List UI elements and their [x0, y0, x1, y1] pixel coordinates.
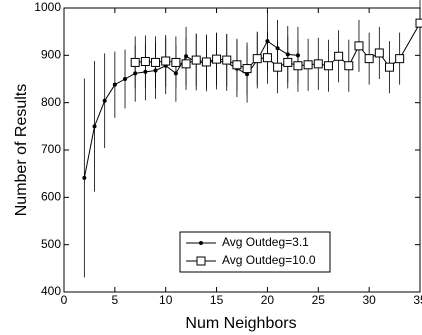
marker [354, 41, 364, 51]
x-tick-label: 25 [312, 293, 326, 307]
marker [252, 54, 262, 64]
series-line [135, 22, 421, 70]
y-tick-label: 800 [41, 95, 61, 109]
y-tick-label: 600 [41, 190, 61, 204]
y-tick-label: 900 [41, 48, 61, 62]
marker [130, 57, 140, 67]
marker [222, 55, 232, 65]
marker [283, 57, 293, 67]
y-tick-label: 700 [41, 142, 61, 156]
marker [303, 60, 313, 70]
marker [293, 61, 303, 71]
x-tick-label: 20 [261, 293, 275, 307]
y-tick-label: 500 [41, 237, 61, 251]
marker [415, 18, 422, 28]
y-tick-label: 400 [41, 284, 61, 298]
x-tick-label: 30 [362, 293, 376, 307]
marker [102, 98, 107, 103]
marker [199, 241, 203, 245]
marker [323, 61, 333, 71]
marker [140, 56, 150, 66]
marker [313, 59, 323, 69]
marker [151, 57, 161, 67]
x-tick-label: 0 [61, 293, 68, 307]
marker [123, 77, 128, 81]
marker [82, 175, 87, 180]
legend-label: Avg Outdeg=3.1 [222, 235, 309, 249]
marker [212, 54, 222, 64]
marker [242, 64, 252, 74]
marker [273, 62, 283, 72]
x-axis-label: Num Neighbors [185, 315, 296, 332]
marker [395, 54, 405, 64]
marker [191, 55, 201, 65]
marker [196, 256, 206, 266]
marker [201, 57, 211, 67]
x-tick-label: 15 [210, 293, 224, 307]
marker [171, 57, 181, 67]
marker [161, 56, 171, 66]
legend-label: Avg Outdeg=10.0 [222, 253, 316, 267]
marker [181, 59, 191, 69]
marker [92, 124, 97, 129]
marker [334, 51, 344, 61]
marker [232, 60, 242, 70]
marker [262, 53, 272, 63]
x-tick-label: 10 [159, 293, 173, 307]
y-axis-label: Number of Results [13, 84, 30, 217]
x-tick-label: 5 [112, 293, 119, 307]
marker [364, 54, 374, 64]
series-line [83, 40, 298, 179]
marker [112, 82, 117, 87]
marker [384, 62, 394, 72]
y-tick-label: 1000 [34, 0, 61, 14]
marker [374, 48, 384, 58]
marker [344, 61, 354, 71]
x-tick-label: 35 [413, 293, 422, 307]
